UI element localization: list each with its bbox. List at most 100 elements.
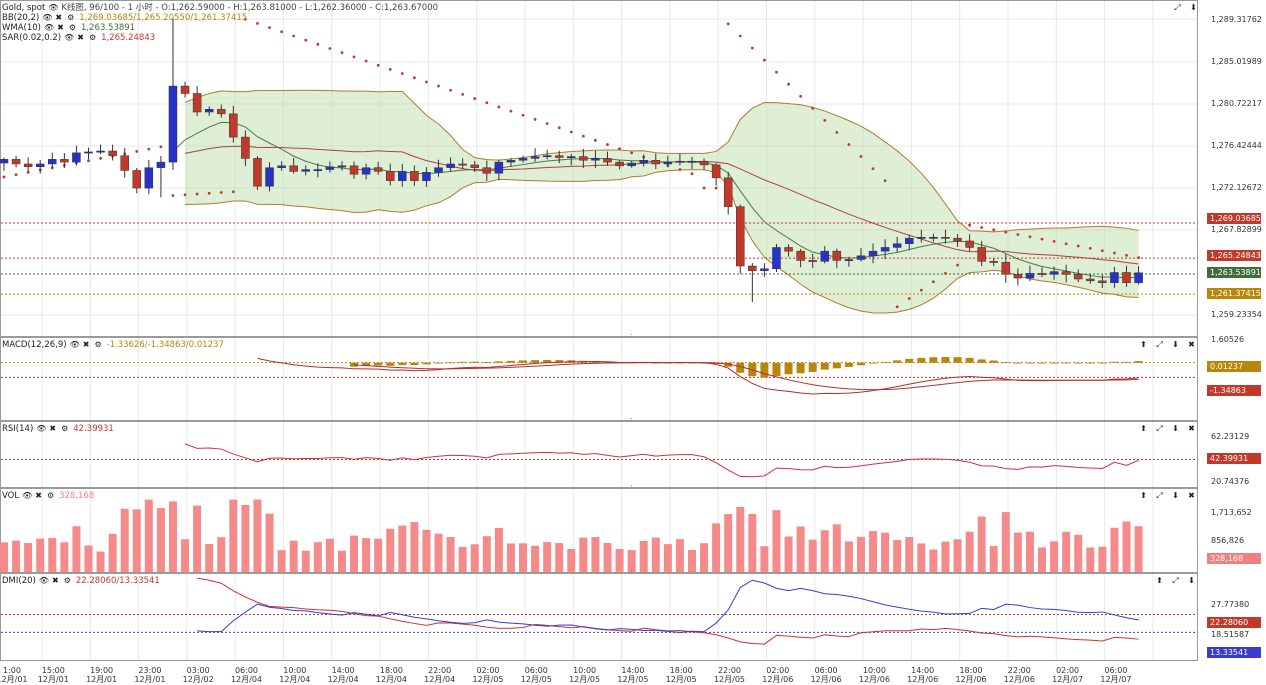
gear-icon[interactable]: ⚙: [47, 491, 55, 500]
macd-histogram-bar: [1122, 361, 1131, 363]
volume-bar: [350, 535, 359, 572]
arrow-down-icon[interactable]: ⬇: [1172, 340, 1179, 349]
candle-body: [48, 159, 57, 165]
close-icon[interactable]: ✖: [51, 576, 59, 585]
close-icon[interactable]: ✖: [1188, 491, 1195, 500]
arrow-down-icon[interactable]: ⬇: [1190, 3, 1197, 12]
sar-dot: [1064, 242, 1068, 246]
candle-body: [0, 159, 9, 164]
candle-body: [989, 261, 998, 263]
sar-dot: [750, 46, 754, 50]
macd-histogram-bar: [736, 362, 745, 373]
candle-body: [84, 151, 93, 154]
price-axis-label: 1,259.23354: [1211, 310, 1262, 319]
gear-icon[interactable]: ⚙: [63, 576, 71, 585]
volume-bar: [844, 541, 853, 572]
arrow-down-icon[interactable]: ⬇: [1172, 424, 1179, 433]
close-icon[interactable]: ✖: [49, 424, 57, 433]
arrow-up-icon[interactable]: ⬆: [1140, 491, 1147, 500]
sar-dot: [1113, 251, 1116, 255]
eye-icon[interactable]: 👁: [48, 3, 59, 12]
candle-body: [217, 108, 226, 115]
expand-icon[interactable]: ⤢: [1174, 3, 1181, 12]
macd-histogram-bar: [808, 362, 817, 372]
eye-icon[interactable]: 👁: [69, 340, 80, 349]
eye-icon[interactable]: 👁: [64, 33, 75, 42]
arrow-up-icon[interactable]: ⬆: [1140, 340, 1147, 349]
time-axis-label: 10:00 12月/05: [565, 666, 605, 684]
close-icon[interactable]: ✖: [77, 33, 84, 42]
sar-dot: [775, 70, 778, 74]
candle-body: [289, 165, 298, 172]
eye-icon[interactable]: 👁: [44, 23, 55, 32]
sar-dot: [895, 305, 899, 309]
volume-bar: [796, 526, 805, 572]
eye-icon[interactable]: 👁: [22, 491, 33, 500]
dmi-plot-area[interactable]: [0, 573, 1198, 661]
gear-icon[interactable]: ⚙: [68, 23, 77, 32]
volume-bar: [555, 542, 564, 572]
candle-body: [108, 150, 117, 156]
sar-dot: [461, 93, 465, 96]
eye-icon[interactable]: 👁: [38, 576, 49, 585]
sar-dot: [907, 297, 911, 300]
macd-histogram-bar: [917, 357, 926, 363]
arrow-down-icon[interactable]: ⬇: [1188, 576, 1195, 585]
close-icon[interactable]: ✖: [55, 13, 63, 22]
expand-icon[interactable]: ⤢: [1156, 424, 1163, 433]
macd-histogram-bar: [350, 362, 359, 367]
expand-icon[interactable]: ⤢: [1172, 576, 1179, 585]
eye-icon[interactable]: 👁: [36, 424, 47, 433]
expand-icon[interactable]: ⤢: [1156, 491, 1163, 500]
dmi-legend: DMI(20) 👁 ✖ ⚙ 22.28060/13.33541: [2, 576, 160, 586]
gear-icon[interactable]: ⚙: [94, 340, 102, 349]
eye-icon[interactable]: 👁: [42, 13, 53, 22]
time-axis-label: 22:00 12月/04: [420, 666, 460, 684]
sar-dot: [388, 67, 392, 71]
close-icon[interactable]: ✖: [35, 491, 42, 500]
close-icon[interactable]: ✖: [1188, 424, 1195, 433]
time-axis-date: 12月/05: [713, 675, 746, 684]
sar-dot: [521, 113, 525, 117]
gear-icon[interactable]: ⚙: [67, 13, 75, 22]
gear-icon[interactable]: ⚙: [61, 424, 69, 433]
candle-body: [337, 165, 347, 168]
vol-tag: 328,168: [1207, 553, 1261, 564]
macd-histogram-bar: [989, 360, 998, 363]
price-plot-area[interactable]: [0, 0, 1198, 337]
sar-values: 1,265.24843: [101, 33, 156, 43]
sar-dot: [1076, 244, 1080, 248]
candle-body: [760, 268, 769, 271]
arrow-down-icon[interactable]: ⬇: [1172, 491, 1179, 500]
arrow-up-icon[interactable]: ⬆: [1140, 424, 1147, 433]
candle-body: [325, 166, 335, 170]
volume-bar: [965, 531, 974, 572]
volume-bar: [905, 537, 914, 572]
candle-body: [699, 160, 709, 166]
time-axis-label: 02:00 12月/07: [1048, 666, 1088, 684]
volume-bar: [784, 536, 793, 572]
candle-body: [398, 171, 407, 181]
macd-plot-area[interactable]: [0, 337, 1198, 421]
volume-bar: [337, 550, 346, 572]
time-axis-date: 12月/06: [810, 675, 842, 684]
sar-dot: [497, 105, 501, 109]
close-icon[interactable]: ✖: [57, 23, 64, 32]
macd-histogram-bar: [1062, 362, 1071, 364]
candle-body: [832, 250, 842, 261]
instrument-name: Gold, spot: [2, 3, 46, 13]
volume-bar: [470, 544, 479, 572]
arrow-up-icon[interactable]: ⬆: [1156, 576, 1163, 585]
sar-dot: [545, 122, 549, 126]
price-legend: Gold, spot 👁 K线图, 96/100 - 1 小时 - O:1,26…: [2, 3, 438, 43]
expand-icon[interactable]: ⤢: [1156, 340, 1163, 349]
close-icon[interactable]: ✖: [1188, 340, 1195, 349]
macd-values: -1.33626/-1.34863/0.01237: [106, 340, 224, 350]
gear-icon[interactable]: ⚙: [88, 33, 97, 42]
candle-body: [470, 164, 479, 168]
macd-histogram-bar: [760, 362, 769, 378]
close-icon[interactable]: ✖: [82, 340, 90, 349]
candle-body: [446, 163, 455, 168]
candle-body: [687, 160, 697, 163]
